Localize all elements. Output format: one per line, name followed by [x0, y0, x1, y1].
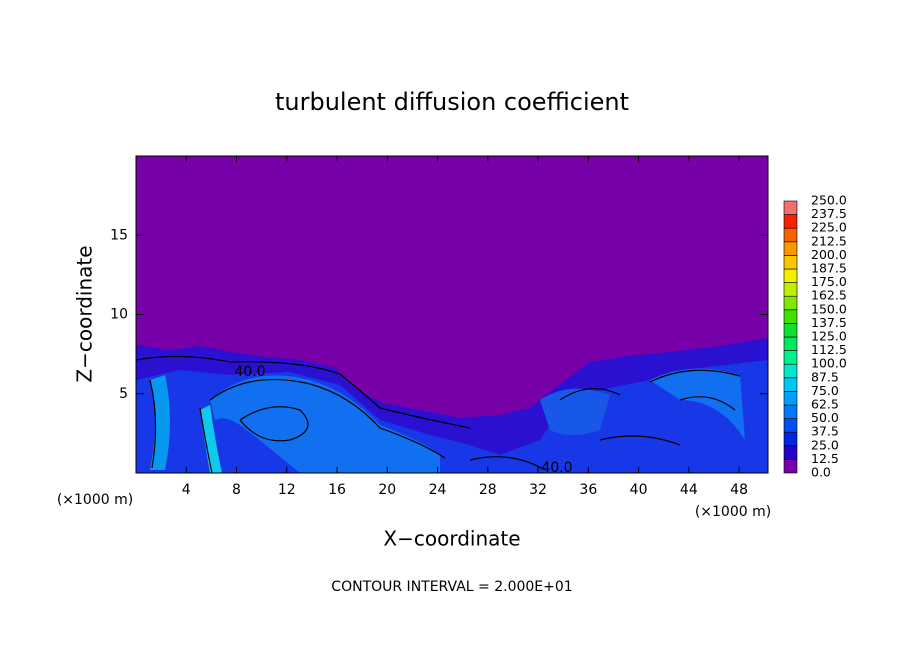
colorbar-label: 75.0 — [811, 383, 839, 398]
colorbar-band — [783, 227, 798, 243]
y-tick-label: 5 — [119, 386, 128, 402]
x-tick-label: 28 — [479, 482, 497, 498]
chart-title: turbulent diffusion coefficient — [275, 88, 629, 116]
colorbar-label: 187.5 — [811, 261, 847, 276]
x-tick-label: 40 — [630, 482, 648, 498]
y-tick-label: 10 — [110, 307, 128, 323]
colorbar-label: 200.0 — [811, 247, 847, 262]
x-tick-label: 36 — [579, 482, 597, 498]
colorbar-band — [783, 377, 798, 392]
x-tick-label: 48 — [730, 482, 748, 498]
colorbar-label: 25.0 — [811, 437, 839, 452]
colorbar-label: 50.0 — [811, 410, 839, 425]
colorbar-band — [783, 363, 798, 379]
x-tick-label: 32 — [529, 482, 547, 498]
colorbar-band — [783, 336, 798, 351]
colorbar-band — [783, 268, 798, 283]
colorbar-band — [783, 295, 798, 311]
x-tick-label: 44 — [680, 482, 698, 498]
colorbar-label: 12.5 — [811, 451, 839, 466]
colorbar-band — [783, 459, 798, 474]
x-tick-label: 8 — [232, 482, 241, 498]
colorbar-label: 62.5 — [811, 397, 839, 412]
colorbar-band — [783, 404, 798, 419]
colorbar-label: 87.5 — [811, 369, 839, 384]
colorbar-label: 175.0 — [811, 274, 847, 289]
colorbar-band — [783, 418, 798, 433]
colorbar-band — [783, 214, 798, 229]
x-tick-label: 24 — [429, 482, 447, 498]
x-tick-label: 4 — [182, 482, 191, 498]
colorbar-label: 112.5 — [811, 342, 847, 357]
colorbar-label: 212.5 — [811, 233, 847, 248]
colorbar-label: 250.0 — [811, 193, 847, 208]
colorbar-band — [783, 255, 798, 270]
colorbar-band — [783, 309, 798, 324]
colorbar-label: 162.5 — [811, 288, 847, 303]
x-unit: (×1000 m) — [57, 492, 133, 508]
colorbar-band — [783, 431, 798, 447]
colorbar-label: 37.5 — [811, 424, 839, 439]
x-axis-label: X−coordinate — [383, 527, 520, 551]
colorbar-band — [783, 282, 798, 297]
field — [136, 156, 768, 473]
colorbar-label: 100.0 — [811, 356, 847, 371]
x-tick-label: 12 — [278, 482, 296, 498]
y-tick-label: 15 — [110, 227, 128, 243]
colorbar-label: 125.0 — [811, 329, 847, 344]
colorbar-band — [783, 200, 798, 215]
colorbar-band — [783, 445, 798, 460]
x-unit: (×1000 m) — [695, 504, 771, 520]
contour-label: 40.0 — [541, 460, 572, 476]
x-tick-label: 16 — [328, 482, 346, 498]
contour-label: 40.0 — [234, 364, 265, 380]
colorbar-label: 150.0 — [811, 301, 847, 316]
colorbar-label: 137.5 — [811, 315, 847, 330]
y-axis-label: Z−coordinate — [73, 245, 97, 382]
colorbar-label: 225.0 — [811, 220, 847, 235]
colorbar-band — [783, 323, 798, 338]
colorbar-band — [783, 350, 798, 365]
note: CONTOUR INTERVAL = 2.000E+01 — [331, 579, 572, 595]
colorbar-band — [783, 241, 798, 256]
colorbar-band — [783, 391, 798, 406]
colorbar-label: 237.5 — [811, 206, 847, 221]
x-tick-label: 20 — [378, 482, 396, 498]
colorbar-label: 0.0 — [811, 465, 831, 480]
